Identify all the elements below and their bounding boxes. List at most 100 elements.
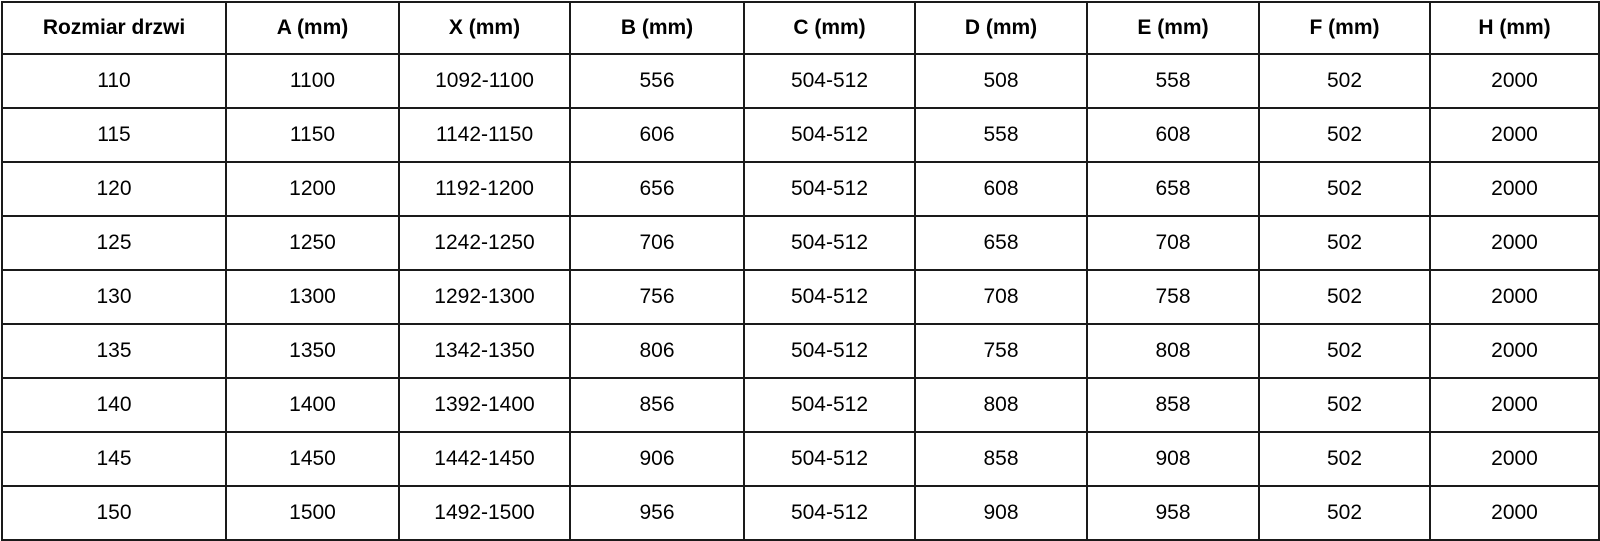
table-cell: 502	[1258, 53, 1431, 109]
table-cell: 2000	[1429, 431, 1600, 487]
table-cell: 504-512	[743, 107, 916, 163]
table-cell: 1342-1350	[398, 323, 571, 379]
table-cell: 758	[914, 323, 1088, 379]
table-cell: 502	[1258, 107, 1431, 163]
table-cell: 558	[1086, 53, 1260, 109]
table-cell: 1442-1450	[398, 431, 571, 487]
table-cell: 708	[914, 269, 1088, 325]
table-cell: 504-512	[743, 269, 916, 325]
table-row: 145 1450 1442-1450 906 504-512 858 908 502 2000	[1, 431, 1600, 487]
table-cell: 504-512	[743, 431, 916, 487]
table-cell: 1192-1200	[398, 161, 571, 217]
table-cell: 502	[1258, 431, 1431, 487]
table-row: 115 1150 1142-1150 606 504-512 558 608 502 2000	[1, 107, 1600, 163]
table-cell: 1092-1100	[398, 53, 571, 109]
table-cell: 2000	[1429, 53, 1600, 109]
table-cell: 756	[569, 269, 745, 325]
table-cell: 135	[1, 323, 227, 379]
table-cell: 504-512	[743, 485, 916, 541]
table-cell: 956	[569, 485, 745, 541]
table-cell: 1292-1300	[398, 269, 571, 325]
column-header: A (mm)	[225, 1, 400, 55]
table-row: 125 1250 1242-1250 706 504-512 658 708 502 2000	[1, 215, 1600, 271]
table-cell: 504-512	[743, 323, 916, 379]
table-cell: 708	[1086, 215, 1260, 271]
column-header: E (mm)	[1086, 1, 1260, 55]
table-cell: 115	[1, 107, 227, 163]
table-row: 110 1100 1092-1100 556 504-512 508 558 502 2000	[1, 53, 1600, 109]
table-cell: 502	[1258, 323, 1431, 379]
table-cell: 858	[1086, 377, 1260, 433]
column-header: Rozmiar drzwi	[1, 1, 227, 55]
table-cell: 556	[569, 53, 745, 109]
table-cell: 1300	[225, 269, 400, 325]
table-cell: 1400	[225, 377, 400, 433]
table-cell: 504-512	[743, 161, 916, 217]
table-cell: 2000	[1429, 161, 1600, 217]
table-cell: 858	[914, 431, 1088, 487]
table-cell: 504-512	[743, 377, 916, 433]
table-row: 140 1400 1392-1400 856 504-512 808 858 502 2000	[1, 377, 1600, 433]
table-cell: 504-512	[743, 215, 916, 271]
table-row: 150 1500 1492-1500 956 504-512 908 958 502 2000	[1, 485, 1600, 541]
table-cell: 808	[914, 377, 1088, 433]
table-cell: 606	[569, 107, 745, 163]
table-cell: 502	[1258, 485, 1431, 541]
table-cell: 2000	[1429, 323, 1600, 379]
column-header: B (mm)	[569, 1, 745, 55]
table-cell: 658	[914, 215, 1088, 271]
table-cell: 502	[1258, 377, 1431, 433]
table-cell: 908	[1086, 431, 1260, 487]
table-cell: 502	[1258, 215, 1431, 271]
table-cell: 1142-1150	[398, 107, 571, 163]
table-cell: 1242-1250	[398, 215, 571, 271]
column-header: H (mm)	[1429, 1, 1600, 55]
table-cell: 558	[914, 107, 1088, 163]
table-cell: 502	[1258, 161, 1431, 217]
table-cell: 125	[1, 215, 227, 271]
table-cell: 2000	[1429, 269, 1600, 325]
header-row: Rozmiar drzwi A (mm) X (mm) B (mm) C (mm) D (…	[1, 1, 1600, 55]
table-cell: 1350	[225, 323, 400, 379]
table-row: 135 1350 1342-1350 806 504-512 758 808 502 2000	[1, 323, 1600, 379]
table-cell: 608	[1086, 107, 1260, 163]
table-cell: 140	[1, 377, 227, 433]
table-cell: 110	[1, 53, 227, 109]
table-cell: 2000	[1429, 107, 1600, 163]
table-cell: 2000	[1429, 485, 1600, 541]
table-cell: 120	[1, 161, 227, 217]
table-cell: 1392-1400	[398, 377, 571, 433]
table-cell: 856	[569, 377, 745, 433]
table-cell: 502	[1258, 269, 1431, 325]
column-header: D (mm)	[914, 1, 1088, 55]
table-cell: 758	[1086, 269, 1260, 325]
table-row: 130 1300 1292-1300 756 504-512 708 758 502 2000	[1, 269, 1600, 325]
table-cell: 150	[1, 485, 227, 541]
table-cell: 1100	[225, 53, 400, 109]
table-cell: 145	[1, 431, 227, 487]
column-header: X (mm)	[398, 1, 571, 55]
table-cell: 2000	[1429, 377, 1600, 433]
table-cell: 504-512	[743, 53, 916, 109]
table-cell: 958	[1086, 485, 1260, 541]
table-cell: 508	[914, 53, 1088, 109]
table-cell: 1200	[225, 161, 400, 217]
table-cell: 706	[569, 215, 745, 271]
table-cell: 1450	[225, 431, 400, 487]
table-row: 120 1200 1192-1200 656 504-512 608 658 502 2000	[1, 161, 1600, 217]
table-cell: 808	[1086, 323, 1260, 379]
table-cell: 1250	[225, 215, 400, 271]
column-header: C (mm)	[743, 1, 916, 55]
table-cell: 1150	[225, 107, 400, 163]
table-cell: 1500	[225, 485, 400, 541]
table-cell: 806	[569, 323, 745, 379]
table-cell: 1492-1500	[398, 485, 571, 541]
table-cell: 906	[569, 431, 745, 487]
table-cell: 656	[569, 161, 745, 217]
table-cell: 908	[914, 485, 1088, 541]
table-cell: 608	[914, 161, 1088, 217]
table-cell: 658	[1086, 161, 1260, 217]
table-cell: 130	[1, 269, 227, 325]
table-cell: 2000	[1429, 215, 1600, 271]
